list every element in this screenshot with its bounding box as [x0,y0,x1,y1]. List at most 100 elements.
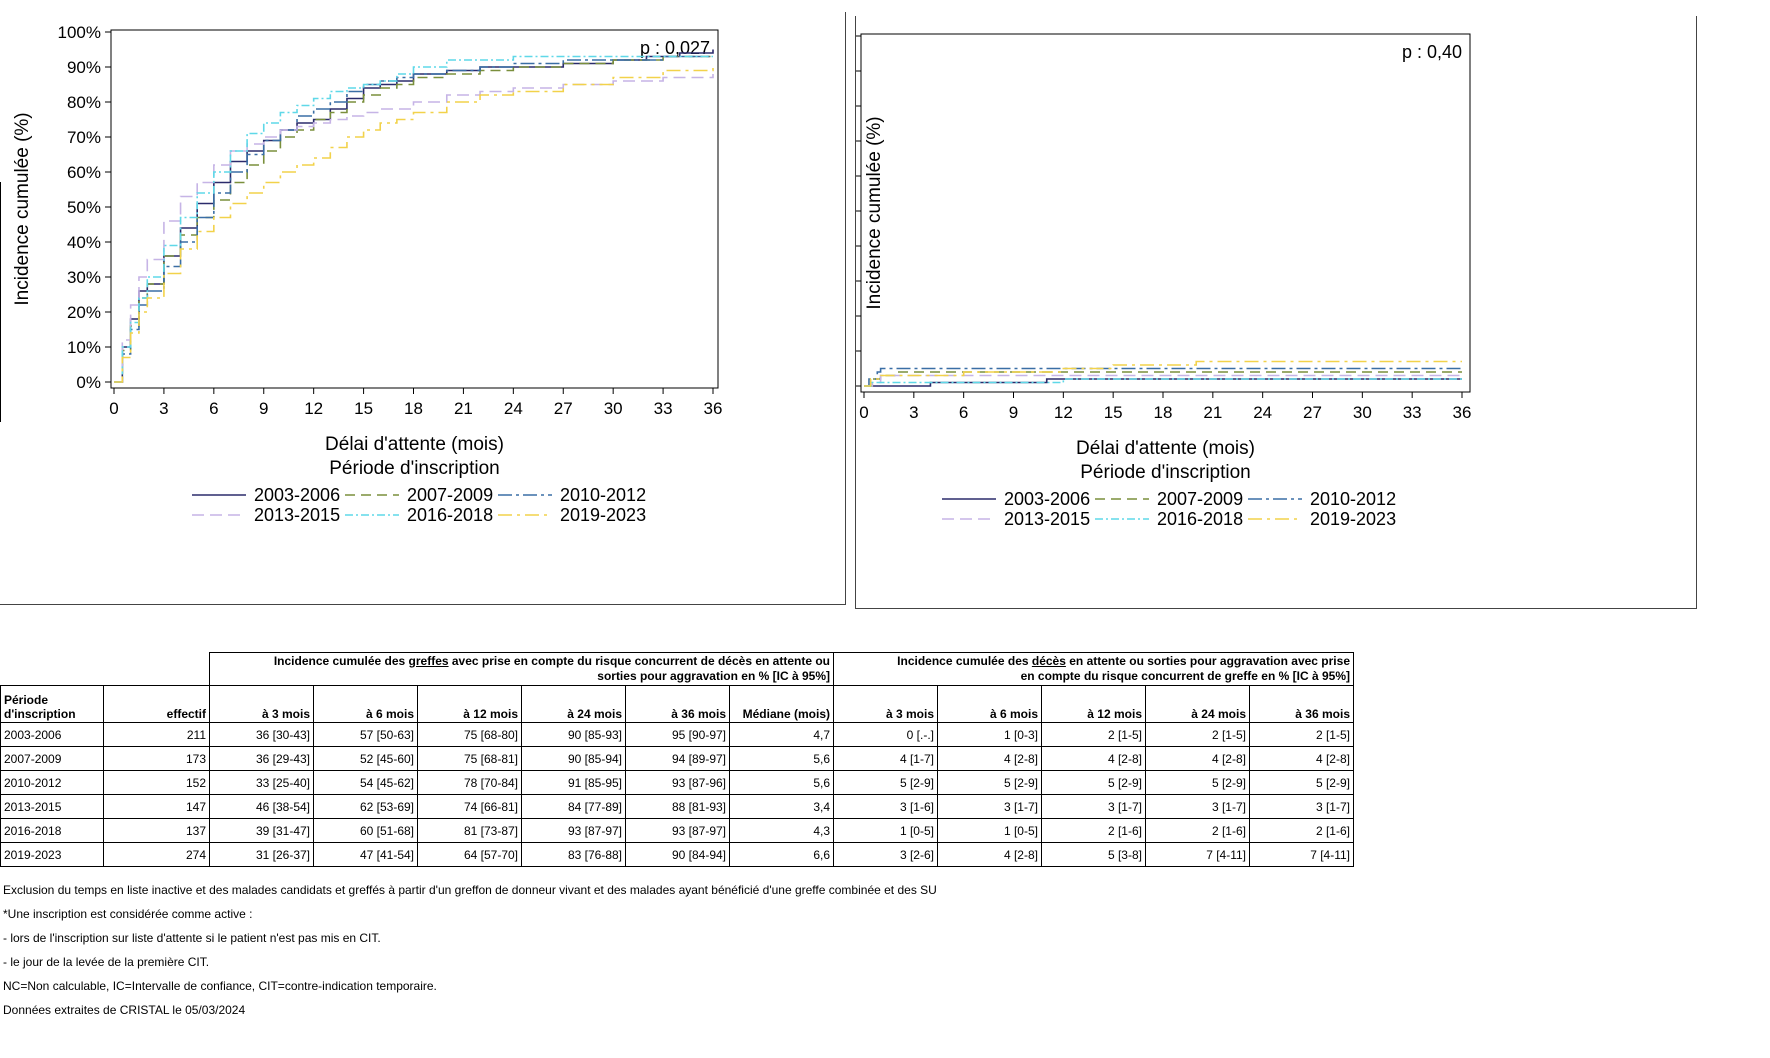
x-tick-label: 36 [704,399,723,418]
legend-label-2013-2015: 2013-2015 [1004,509,1090,529]
deces-value-cell: 2 [1-6] [1145,818,1250,843]
col-header-g1-12m: à 12 mois [417,685,522,723]
greffe-value-cell: 90 [85-93] [521,722,626,747]
table-row: 2003-2006 211 36 [30-43] 57 [50-63] 75 [68-8… [0,722,1354,747]
x-tick-label: 30 [604,399,623,418]
greffe-value-cell: 3,4 [729,794,834,819]
deces-value-cell: 3 [1-6] [833,794,938,819]
group-header-deces: Incidence cumulée des décès en attente o… [833,652,1354,686]
p-value-annotation: p : 0,40 [1402,42,1462,62]
footnotes: Exclusion du temps en liste inactive et … [3,878,937,1022]
series-line-2019-2023 [864,360,1462,387]
x-tick-label: 15 [354,399,373,418]
footnote: NC=Non calculable, IC=Intervalle de conf… [3,979,437,993]
deces-value-cell: 2 [1-5] [1249,722,1354,747]
deces-value-cell: 4 [2-8] [937,746,1042,771]
greffe-value-cell: 47 [41-54] [313,842,418,867]
greffe-value-cell: 93 [87-97] [625,818,730,843]
table-row: 2019-2023 274 31 [26-37] 47 [41-54] 64 [57-7… [0,842,1354,867]
col-header-g1-24m: à 24 mois [521,685,626,723]
legend-label-2007-2009: 2007-2009 [1157,489,1243,509]
legend-label-2013-2015: 2013-2015 [254,505,340,525]
col-header-effectif: effectif [103,685,210,723]
legend-title: Période d'inscription [329,458,500,479]
col-header-g1-6m: à 6 mois [313,685,418,723]
x-tick-label: 18 [404,399,423,418]
y-axis-label: Incidence cumulée (%) [12,112,33,305]
chart-panel-greffes: 0% 10% 20% 30% 40% 50% 60% 70% 80% 90% 100% 0 3 6 9 12 1… [0,12,846,605]
period-cell: 2007-2009 [0,746,104,771]
x-tick-label: 24 [1253,403,1272,422]
deces-value-cell: 5 [3-8] [1041,842,1146,867]
deces-value-cell: 7 [4-11] [1249,842,1354,867]
greffe-value-cell: 91 [85-95] [521,770,626,795]
deces-value-cell: 5 [2-9] [833,770,938,795]
greffe-value-cell: 83 [76-88] [521,842,626,867]
table-group-header-row: Incidence cumulée des greffes avec prise… [0,652,1354,686]
greffe-value-cell: 74 [66-81] [417,794,522,819]
greffe-value-cell: 94 [89-97] [625,746,730,771]
greffe-value-cell: 52 [45-60] [313,746,418,771]
x-axis-label: Délai d'attente (mois) [325,434,504,455]
x-axis-label: Délai d'attente (mois) [1076,438,1255,459]
greffe-value-cell: 88 [81-93] [625,794,730,819]
effectif-cell: 274 [103,842,210,867]
greffe-value-cell: 84 [77-89] [521,794,626,819]
deces-value-cell: 5 [2-9] [1249,770,1354,795]
deces-value-cell: 4 [2-8] [1145,746,1250,771]
deces-value-cell: 1 [0-5] [937,818,1042,843]
greffe-value-cell: 36 [29-43] [209,746,314,771]
legend-label-2007-2009: 2007-2009 [407,485,493,505]
footnote: Exclusion du temps en liste inactive et … [3,883,937,897]
col-header-g1-36m: à 36 mois [625,685,730,723]
x-tick-label: 9 [1009,403,1018,422]
results-table: Incidence cumulée des greffes avec prise… [0,652,1354,867]
deces-value-cell: 2 [1-5] [1145,722,1250,747]
deces-value-cell: 1 [0-5] [833,818,938,843]
y-tick-label: 50% [67,198,101,217]
y-tick-label: 60% [67,163,101,182]
x-tick-label: 0 [109,399,118,418]
deces-value-cell: 5 [2-9] [1145,770,1250,795]
x-tick-label: 33 [654,399,673,418]
legend-title: Période d'inscription [1080,462,1251,483]
greffe-value-cell: 93 [87-97] [521,818,626,843]
series-line-2016-2018 [114,55,713,383]
greffe-value-cell: 39 [31-47] [209,818,314,843]
deces-value-cell: 5 [2-9] [937,770,1042,795]
table-row: 2010-2012 152 33 [25-40] 54 [45-62] 78 [70-8… [0,770,1354,795]
series-line-2003-2006 [864,378,1462,387]
greffe-value-cell: 60 [51-68] [313,818,418,843]
legend-label-2010-2012: 2010-2012 [1310,489,1396,509]
deces-value-cell: 1 [0-3] [937,722,1042,747]
y-tick-label: 20% [67,303,101,322]
greffe-value-cell: 95 [90-97] [625,722,730,747]
y-tick-label: 70% [67,128,101,147]
col-header-g2-3m: à 3 mois [833,685,938,723]
series-line-2003-2006 [114,49,714,383]
y-tick-label: 80% [67,93,101,112]
x-tick-label: 12 [1054,403,1073,422]
legend-label-2003-2006: 2003-2006 [1004,489,1090,509]
greffe-value-cell: 4,7 [729,722,834,747]
period-cell: 2019-2023 [0,842,104,867]
greffe-value-cell: 78 [70-84] [417,770,522,795]
panel-edge-mark [0,182,1,422]
legend-label-2019-2023: 2019-2023 [560,505,646,525]
greffe-value-cell: 75 [68-81] [417,746,522,771]
deces-value-cell: 3 [2-6] [833,842,938,867]
legend-label-2010-2012: 2010-2012 [560,485,646,505]
x-tick-label: 3 [909,403,918,422]
series-line-2019-2023 [114,63,714,383]
greffe-value-cell: 33 [25-40] [209,770,314,795]
x-tick-label: 30 [1353,403,1372,422]
greffe-value-cell: 81 [73-87] [417,818,522,843]
series-line-2010-2012 [864,367,1462,387]
x-tick-label: 0 [859,403,868,422]
legend-label-2016-2018: 2016-2018 [407,505,493,525]
deces-value-cell: 4 [2-8] [1249,746,1354,771]
greffe-value-cell: 31 [26-37] [209,842,314,867]
table-column-header-row: Période d'inscription effectif à 3 mois … [0,685,1354,723]
period-cell: 2010-2012 [0,770,104,795]
col-header-g2-36m: à 36 mois [1249,685,1354,723]
